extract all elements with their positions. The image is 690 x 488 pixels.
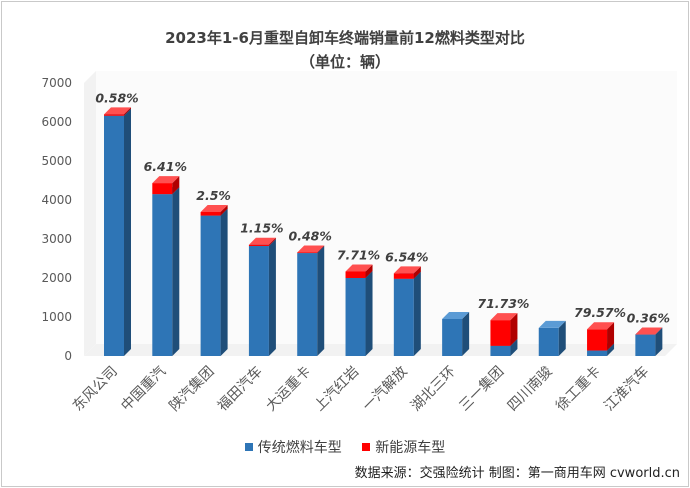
bar-nev-top — [587, 322, 615, 330]
x-tick-label: 上汽红岩 — [311, 364, 362, 415]
legend-swatch-traditional — [244, 443, 253, 451]
bar-traditional-side — [510, 338, 518, 356]
bar-traditional-side — [558, 320, 566, 356]
y-tick-label: 7000 — [41, 76, 72, 90]
y-tick-label: 1000 — [41, 310, 72, 324]
bar-nev-front — [297, 252, 318, 254]
bar-traditional-front — [442, 318, 463, 356]
bar-nev-top — [104, 107, 131, 115]
bar-nev-top — [200, 205, 228, 213]
bar-traditional-side — [124, 108, 131, 356]
bar-traditional-front — [152, 194, 173, 356]
bar-traditional-side — [365, 271, 373, 356]
x-tick-label: 福田汽车 — [214, 363, 266, 415]
bar-nev-front — [345, 271, 366, 278]
x-tick-label: 一汽解放 — [360, 364, 411, 415]
bar-nev-top — [393, 266, 421, 274]
bar-traditional-front — [248, 246, 269, 356]
x-tick-label: 徐工重卡 — [553, 364, 604, 415]
x-tick-label: 陕汽集团 — [166, 363, 218, 415]
bar-nev-side — [655, 327, 663, 335]
x-tick-label: 中国重汽 — [118, 364, 169, 415]
bar-nev-front — [248, 244, 269, 247]
bar-traditional-top — [538, 320, 566, 328]
bar-traditional-side — [607, 343, 615, 356]
legend-item-nev: 新能源车型 — [362, 437, 445, 457]
data-label: 7.71% — [337, 247, 380, 262]
x-tick-label: 东风公司 — [70, 364, 121, 415]
bar-traditional-side — [220, 208, 228, 356]
chart-legend: 传统燃料车型 新能源车型 — [0, 437, 690, 457]
x-tick-label: 三一集团 — [456, 363, 508, 415]
x-tick-label: 江淮汽车 — [601, 363, 653, 415]
bar-traditional-front — [393, 278, 414, 356]
source-note: 数据来源：交强险统计 制图：第一商用车网 cvworld.cn — [354, 466, 680, 481]
legend-label-nev: 新能源车型 — [375, 440, 446, 456]
legend-swatch-nev — [362, 443, 371, 451]
bar-traditional-side — [462, 311, 470, 356]
bar-nev-front — [152, 183, 173, 195]
bar-traditional-front — [538, 327, 559, 356]
x-tick-label: 四川南骏 — [505, 364, 556, 415]
chart-subtitle: （单位：辆） — [299, 53, 390, 71]
y-tick-label: 4000 — [41, 193, 72, 207]
data-label: 1.15% — [240, 221, 283, 236]
bar-traditional-front — [490, 345, 511, 356]
legend-label-traditional: 传统燃料车型 — [257, 440, 342, 456]
y-tick-label: 6000 — [41, 115, 72, 129]
bar-nev-top — [152, 176, 180, 184]
data-label: 2.5% — [196, 188, 231, 203]
bar-nev-top — [490, 313, 518, 321]
bar-traditional-front — [104, 115, 124, 356]
data-label: 79.57% — [574, 305, 626, 320]
bar-nev-side — [413, 266, 421, 279]
data-label: 6.54% — [385, 249, 428, 264]
legend-item-traditional: 传统燃料车型 — [244, 437, 342, 457]
bar-nev-side — [268, 237, 276, 247]
x-tick-label: 湖北三环 — [408, 364, 459, 415]
bar-nev-side — [220, 205, 228, 216]
bar-nev-side — [510, 313, 518, 346]
bar-nev-top — [297, 245, 325, 253]
y-tick-label: 2000 — [41, 271, 72, 285]
bar-traditional-side — [317, 246, 325, 356]
data-label: 0.48% — [289, 229, 332, 244]
bar-traditional-front — [635, 334, 656, 356]
bar-nev-front — [490, 320, 511, 346]
bar-nev-side — [317, 245, 325, 254]
data-label: 71.73% — [477, 296, 529, 311]
data-label: 0.58% — [95, 90, 138, 105]
bar-nev-top — [345, 264, 373, 272]
bar-traditional-front — [345, 278, 366, 356]
bar-traditional-front — [200, 215, 221, 356]
bar-traditional-top — [442, 311, 470, 319]
bar-nev-side — [365, 264, 373, 278]
x-tick-label: 大运重卡 — [263, 364, 314, 415]
bar-traditional-front — [297, 253, 318, 356]
y-tick-label: 0 — [64, 349, 72, 363]
data-label: 6.41% — [144, 159, 187, 174]
bar-traditional-side — [268, 239, 276, 356]
plot-back-wall — [96, 71, 677, 344]
plot-floor — [84, 344, 677, 356]
bar-nev-side — [172, 176, 180, 195]
data-label: 0.36% — [627, 310, 670, 325]
plot-side-wall — [84, 71, 96, 356]
bar-traditional-side — [413, 271, 421, 356]
bar-nev-front — [393, 273, 414, 279]
bar-nev-top — [635, 327, 663, 335]
bar-traditional-front — [587, 350, 608, 356]
chart-title: 2023年1-6月重型自卸车终端销量前12燃料类型对比 — [165, 29, 525, 47]
y-tick-label: 3000 — [41, 232, 72, 246]
bar-nev-side — [607, 322, 615, 351]
bar-traditional-side — [172, 187, 180, 356]
bar-nev-front — [200, 212, 221, 216]
bar-nev-side — [124, 107, 131, 116]
y-tick-label: 5000 — [41, 154, 72, 168]
bar-nev-top — [248, 237, 276, 245]
bar-nev-front — [104, 114, 124, 116]
bar-nev-front — [587, 329, 608, 351]
bar-traditional-side — [655, 327, 663, 356]
